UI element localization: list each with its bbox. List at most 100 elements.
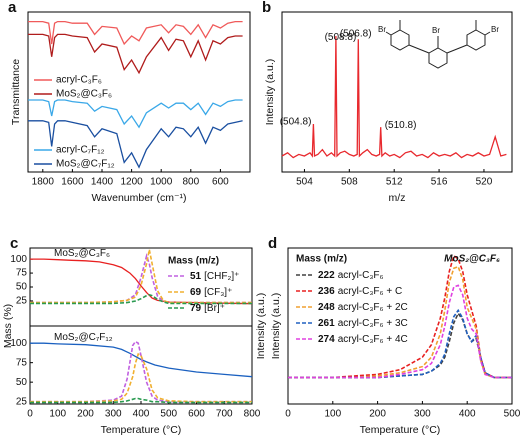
legend-label: [CHF₂]⁺ — [204, 271, 239, 282]
plot-frame — [281, 11, 513, 173]
x-tick-label: 512 — [386, 177, 403, 188]
line-series — [28, 20, 243, 46]
ring — [428, 47, 448, 69]
series-label: MoS₂@C₃F₆ — [54, 248, 110, 259]
x-tick-label: 1600 — [61, 177, 84, 188]
ring — [466, 29, 486, 51]
legend-mz: 261 — [318, 318, 335, 329]
x-axis-title: Temperature (°C) — [360, 424, 441, 436]
legend-mz: 274 — [318, 334, 335, 345]
legend-entry: 222 acryl-C₃F₆ — [318, 270, 384, 281]
legend-entry: acryl-C₃F₆ — [56, 75, 102, 86]
line-series — [30, 293, 252, 305]
peak-label: (504.8) — [280, 117, 312, 128]
peak-label: (508.8) — [325, 32, 357, 43]
y-axis-title: Transmittance — [10, 59, 22, 125]
legend-entry: 274 acryl-C₃F₆ + 4C — [318, 334, 408, 345]
line-series — [28, 120, 243, 169]
line-series — [281, 35, 507, 159]
legend-label: acryl-C₃F₆ + 4C — [338, 334, 408, 345]
x-tick-label: 0 — [27, 409, 33, 420]
plot-frame — [27, 11, 251, 173]
x-tick-label: 516 — [431, 177, 448, 188]
legend-title: Mass (m/z) — [168, 256, 219, 267]
legend-mz: 51 — [190, 271, 202, 282]
x-axis-title: Temperature (°C) — [101, 424, 182, 436]
legend-mz: 236 — [318, 286, 335, 297]
x-tick-label: 100 — [324, 409, 341, 420]
y-tick-label: 75 — [16, 268, 28, 279]
legend-entry: acryl-C₇F₁₂ — [56, 145, 105, 156]
x-tick-label: 500 — [160, 409, 177, 420]
legend-entry: 79 [Br]⁺ — [190, 303, 225, 314]
y-axis-title: Intensity (a.u.) — [264, 59, 276, 126]
y-axis-title: Mass (%) — [2, 304, 14, 348]
bond — [385, 31, 392, 36]
panel-letter: b — [262, 0, 271, 16]
legend-label: acryl-C₃F₆ + C — [338, 286, 403, 297]
legend-mz: 222 — [318, 270, 335, 281]
x-tick-label: 200 — [77, 409, 94, 420]
legend-entry: 248 acryl-C₃F₆ + 2C — [318, 302, 408, 313]
x-tick-label: 100 — [49, 409, 66, 420]
atom-label: Br — [432, 26, 440, 35]
line-series — [30, 397, 252, 404]
panel-letter: d — [268, 235, 277, 252]
series-label: MoS₂@C₇F₁₂ — [54, 332, 113, 343]
x-tick-label: 520 — [476, 177, 493, 188]
x-tick-label: 600 — [212, 177, 229, 188]
y-axis-title: Intensity (a.u.) — [255, 293, 267, 360]
legend-label: acryl-C₃F₆ + 2C — [338, 302, 408, 313]
y-tick-label: 25 — [16, 296, 28, 307]
x-tick-label: 504 — [296, 177, 313, 188]
y-tick-label: 100 — [10, 338, 27, 349]
y-axis-title: Intensity (a.u.) — [270, 293, 282, 360]
legend-entry: 51 [CHF₂]⁺ — [190, 271, 239, 282]
x-tick-label: 700 — [216, 409, 233, 420]
panel-letter: a — [8, 0, 17, 16]
legend-label: [Br]⁺ — [204, 303, 225, 314]
legend-mz: 79 — [190, 303, 202, 314]
legend-label: acryl-C₃F₆ + 3C — [338, 318, 408, 329]
legend-entry: MoS₂@C₃F₆ — [56, 89, 112, 100]
line-series — [30, 340, 252, 403]
x-tick-label: 0 — [285, 409, 291, 420]
x-tick-label: 400 — [133, 409, 150, 420]
atom-label: Br — [378, 25, 386, 34]
x-tick-label: 1000 — [150, 177, 173, 188]
x-tick-label: 300 — [414, 409, 431, 420]
legend-title: Mass (m/z) — [296, 254, 347, 265]
line-series — [28, 33, 243, 75]
line-series — [28, 99, 243, 129]
x-tick-label: 1200 — [120, 177, 143, 188]
legend-entry: 236 acryl-C₃F₆ + C — [318, 286, 402, 297]
x-tick-label: 500 — [504, 409, 520, 420]
x-tick-label: 800 — [244, 409, 261, 420]
legend-mz: 248 — [318, 302, 335, 313]
x-axis-title: m/z — [389, 192, 406, 204]
x-tick-label: 200 — [369, 409, 386, 420]
y-tick-label: 25 — [16, 396, 28, 407]
x-tick-label: 508 — [341, 177, 358, 188]
y-tick-label: 50 — [16, 282, 28, 293]
bond — [408, 44, 430, 54]
bond — [484, 31, 491, 36]
x-tick-label: 600 — [188, 409, 205, 420]
line-series — [30, 352, 252, 403]
y-tick-label: 75 — [16, 357, 28, 368]
y-tick-label: 50 — [16, 377, 28, 388]
x-tick-label: 1800 — [32, 177, 55, 188]
line-series — [30, 342, 253, 378]
legend-entry: 69 [CF₃]⁺ — [190, 287, 232, 298]
bond — [446, 44, 468, 54]
x-tick-label: 400 — [459, 409, 476, 420]
ring — [390, 29, 410, 51]
legend-entry: MoS₂@C₇F₁₂ — [56, 159, 115, 170]
atom-label: Br — [491, 25, 499, 34]
panel-letter: c — [10, 235, 18, 252]
y-tick-label: 100 — [10, 254, 27, 265]
line-series — [288, 254, 512, 379]
peak-label: (506.8) — [340, 29, 372, 40]
annotation: MoS₂@C₃F₆ — [444, 254, 500, 265]
